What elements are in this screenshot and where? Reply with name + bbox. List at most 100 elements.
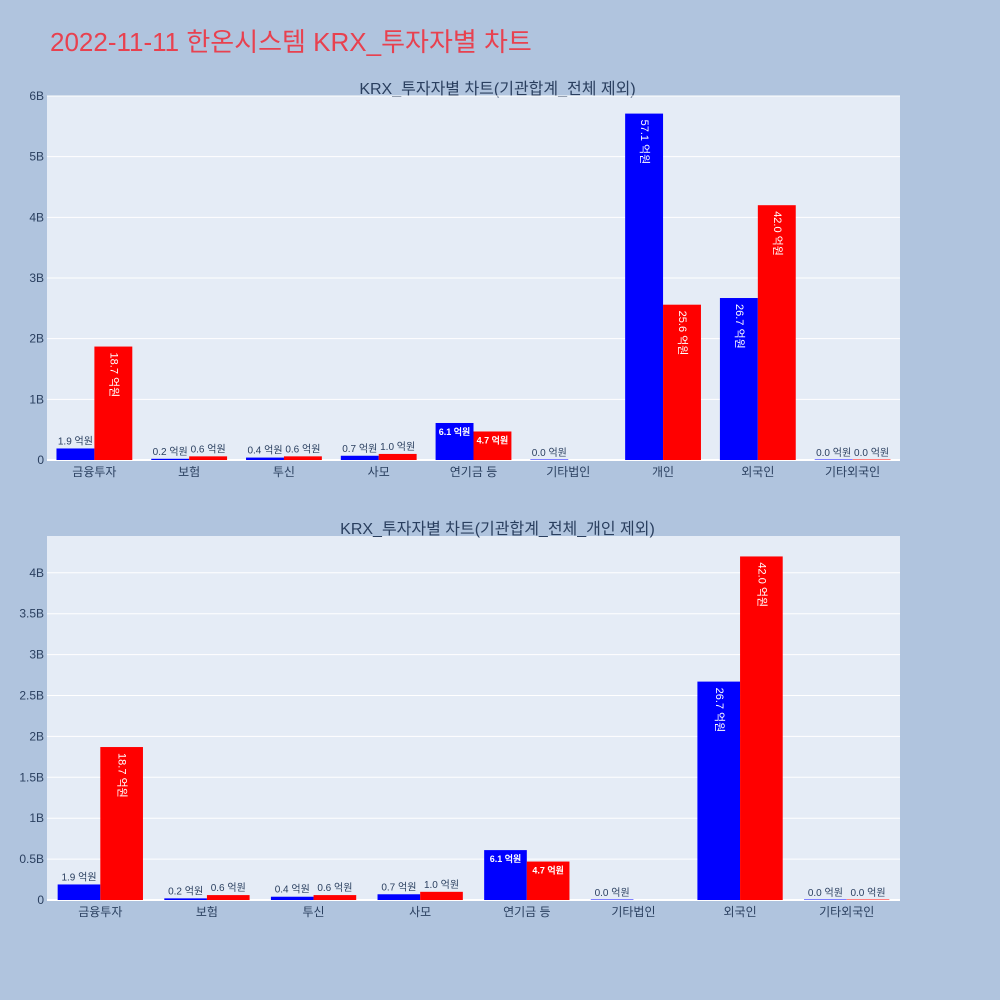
bar-value-label: 6.1 억원 — [490, 853, 522, 864]
bar — [377, 894, 421, 900]
bar — [663, 304, 701, 460]
y-tick-label: 3B — [29, 271, 44, 285]
bar-value-label: 0.7 억원 — [381, 881, 416, 893]
x-tick-label: 개인 — [652, 465, 674, 479]
bar-value-label: 0.6 억원 — [191, 443, 226, 455]
bar-value-label: 0.2 억원 — [168, 885, 203, 897]
bar — [719, 298, 758, 460]
bar-value-label: 0.6 억원 — [211, 882, 246, 894]
bar — [283, 456, 322, 460]
bar — [420, 891, 463, 900]
bar-value-label: 0.0 억원 — [595, 887, 630, 899]
bar — [313, 895, 357, 900]
bar-value-label: 0.6 억원 — [285, 443, 320, 455]
bar-value-label: 42.0 억원 — [755, 562, 768, 607]
bar — [56, 448, 95, 460]
bar — [435, 422, 474, 460]
bar-value-label: 0.0 억원 — [854, 447, 889, 459]
bar-value-label: 4.7 억원 — [477, 434, 509, 445]
bar-value-label: 26.7 억원 — [713, 688, 726, 733]
x-tick-label: 연기금 등 — [450, 465, 498, 479]
y-tick-label: 1.5B — [19, 770, 44, 784]
chart-title: KRX_투자자별 차트(기관합계_전체 제외) — [359, 80, 635, 98]
bar-value-label: 0.7 억원 — [342, 443, 377, 455]
bar — [625, 113, 664, 461]
y-tick-label: 0.5B — [19, 852, 44, 866]
bar-value-label: 0.2 억원 — [153, 446, 188, 458]
x-tick-label: 사모 — [409, 905, 431, 919]
bar — [814, 459, 853, 460]
x-tick-label: 보험 — [196, 905, 218, 919]
bar-value-label: 1.9 억원 — [61, 871, 96, 883]
x-tick-label: 기타법인 — [546, 465, 590, 479]
bar-value-label: 18.7 억원 — [107, 353, 120, 398]
bar — [246, 457, 284, 460]
x-tick-label: 기타외국인 — [825, 465, 880, 479]
x-tick-label: 사모 — [368, 465, 390, 479]
x-tick-label: 외국인 — [741, 465, 774, 479]
x-tick-label: 투신 — [273, 465, 295, 479]
y-tick-label: 2B — [29, 332, 44, 346]
bar — [94, 346, 133, 460]
bar-value-label: 1.0 억원 — [380, 441, 415, 453]
bar — [484, 850, 527, 900]
y-tick-label: 2B — [29, 729, 44, 743]
bar — [526, 861, 570, 900]
chart-top: KRX_투자자별 차트(기관합계_전체 제외) 0 1B 2B 3B 4B 5B 6B 금융투자… — [29, 80, 900, 479]
y-tick-label: 2.5B — [19, 689, 44, 703]
y-tick-label: 6B — [29, 89, 44, 103]
bar-value-label: 6.1 억원 — [439, 426, 471, 437]
y-tick-label: 1B — [29, 811, 44, 825]
x-tick-label: 보험 — [178, 465, 200, 479]
bar — [804, 899, 847, 900]
bar — [697, 681, 741, 900]
bar — [378, 453, 417, 460]
bar — [151, 458, 190, 460]
x-tick-label: 금융투자 — [72, 465, 116, 479]
bar-value-label: 57.1 억원 — [638, 120, 651, 165]
bar — [740, 556, 783, 900]
bar-value-label: 0.6 억원 — [317, 882, 352, 894]
y-tick-label: 3.5B — [19, 607, 44, 621]
y-tick-label: 1B — [29, 392, 44, 406]
bar-value-label: 4.7 억원 — [532, 865, 564, 876]
bar — [57, 884, 101, 900]
x-tick-label: 투신 — [303, 905, 325, 919]
bar — [590, 899, 634, 900]
chart-bottom: KRX_투자자별 차트(기관합계_전체_개인 제외) 0 0.5B 1B 1.5B 2B 2… — [19, 520, 900, 919]
bar-value-label: 25.6 억원 — [676, 311, 689, 356]
bar — [852, 459, 891, 460]
bar-value-label: 0.0 억원 — [850, 887, 885, 899]
y-tick-label: 0 — [37, 893, 44, 907]
bar — [846, 899, 890, 900]
x-tick-label: 연기금 등 — [503, 905, 551, 919]
bar — [164, 898, 207, 900]
x-tick-label: 기타외국인 — [819, 905, 874, 919]
bar-value-label: 0.4 억원 — [247, 445, 282, 457]
bar-value-label: 18.7 억원 — [116, 753, 129, 798]
bar-value-label: 1.0 억원 — [424, 879, 459, 891]
bar-value-label: 0.0 억원 — [532, 447, 567, 459]
x-tick-label: 외국인 — [724, 905, 757, 919]
y-tick-label: 3B — [29, 648, 44, 662]
bar-value-label: 1.9 억원 — [58, 435, 93, 447]
bar-value-label: 42.0 억원 — [771, 211, 784, 256]
bar-value-label: 26.7 억원 — [733, 304, 746, 349]
bar-value-label: 0.0 억원 — [816, 447, 851, 459]
bar-value-label: 0.4 억원 — [275, 884, 310, 896]
y-tick-label: 4B — [29, 210, 44, 224]
x-tick-label: 금융투자 — [78, 905, 122, 919]
bar — [757, 205, 796, 460]
chart-title: KRX_투자자별 차트(기관합계_전체_개인 제외) — [340, 520, 655, 538]
x-tick-label: 기타법인 — [611, 905, 655, 919]
page-title: 2022-11-11 한온시스템 KRX_투자자별 차트 — [50, 27, 532, 57]
bar — [189, 456, 228, 460]
bar — [340, 455, 379, 460]
bar — [206, 895, 250, 900]
bar — [270, 896, 314, 900]
y-tick-label: 0 — [37, 453, 44, 467]
bar — [530, 459, 569, 460]
bar — [473, 431, 512, 460]
bar — [100, 747, 143, 900]
y-tick-label: 5B — [29, 150, 44, 164]
